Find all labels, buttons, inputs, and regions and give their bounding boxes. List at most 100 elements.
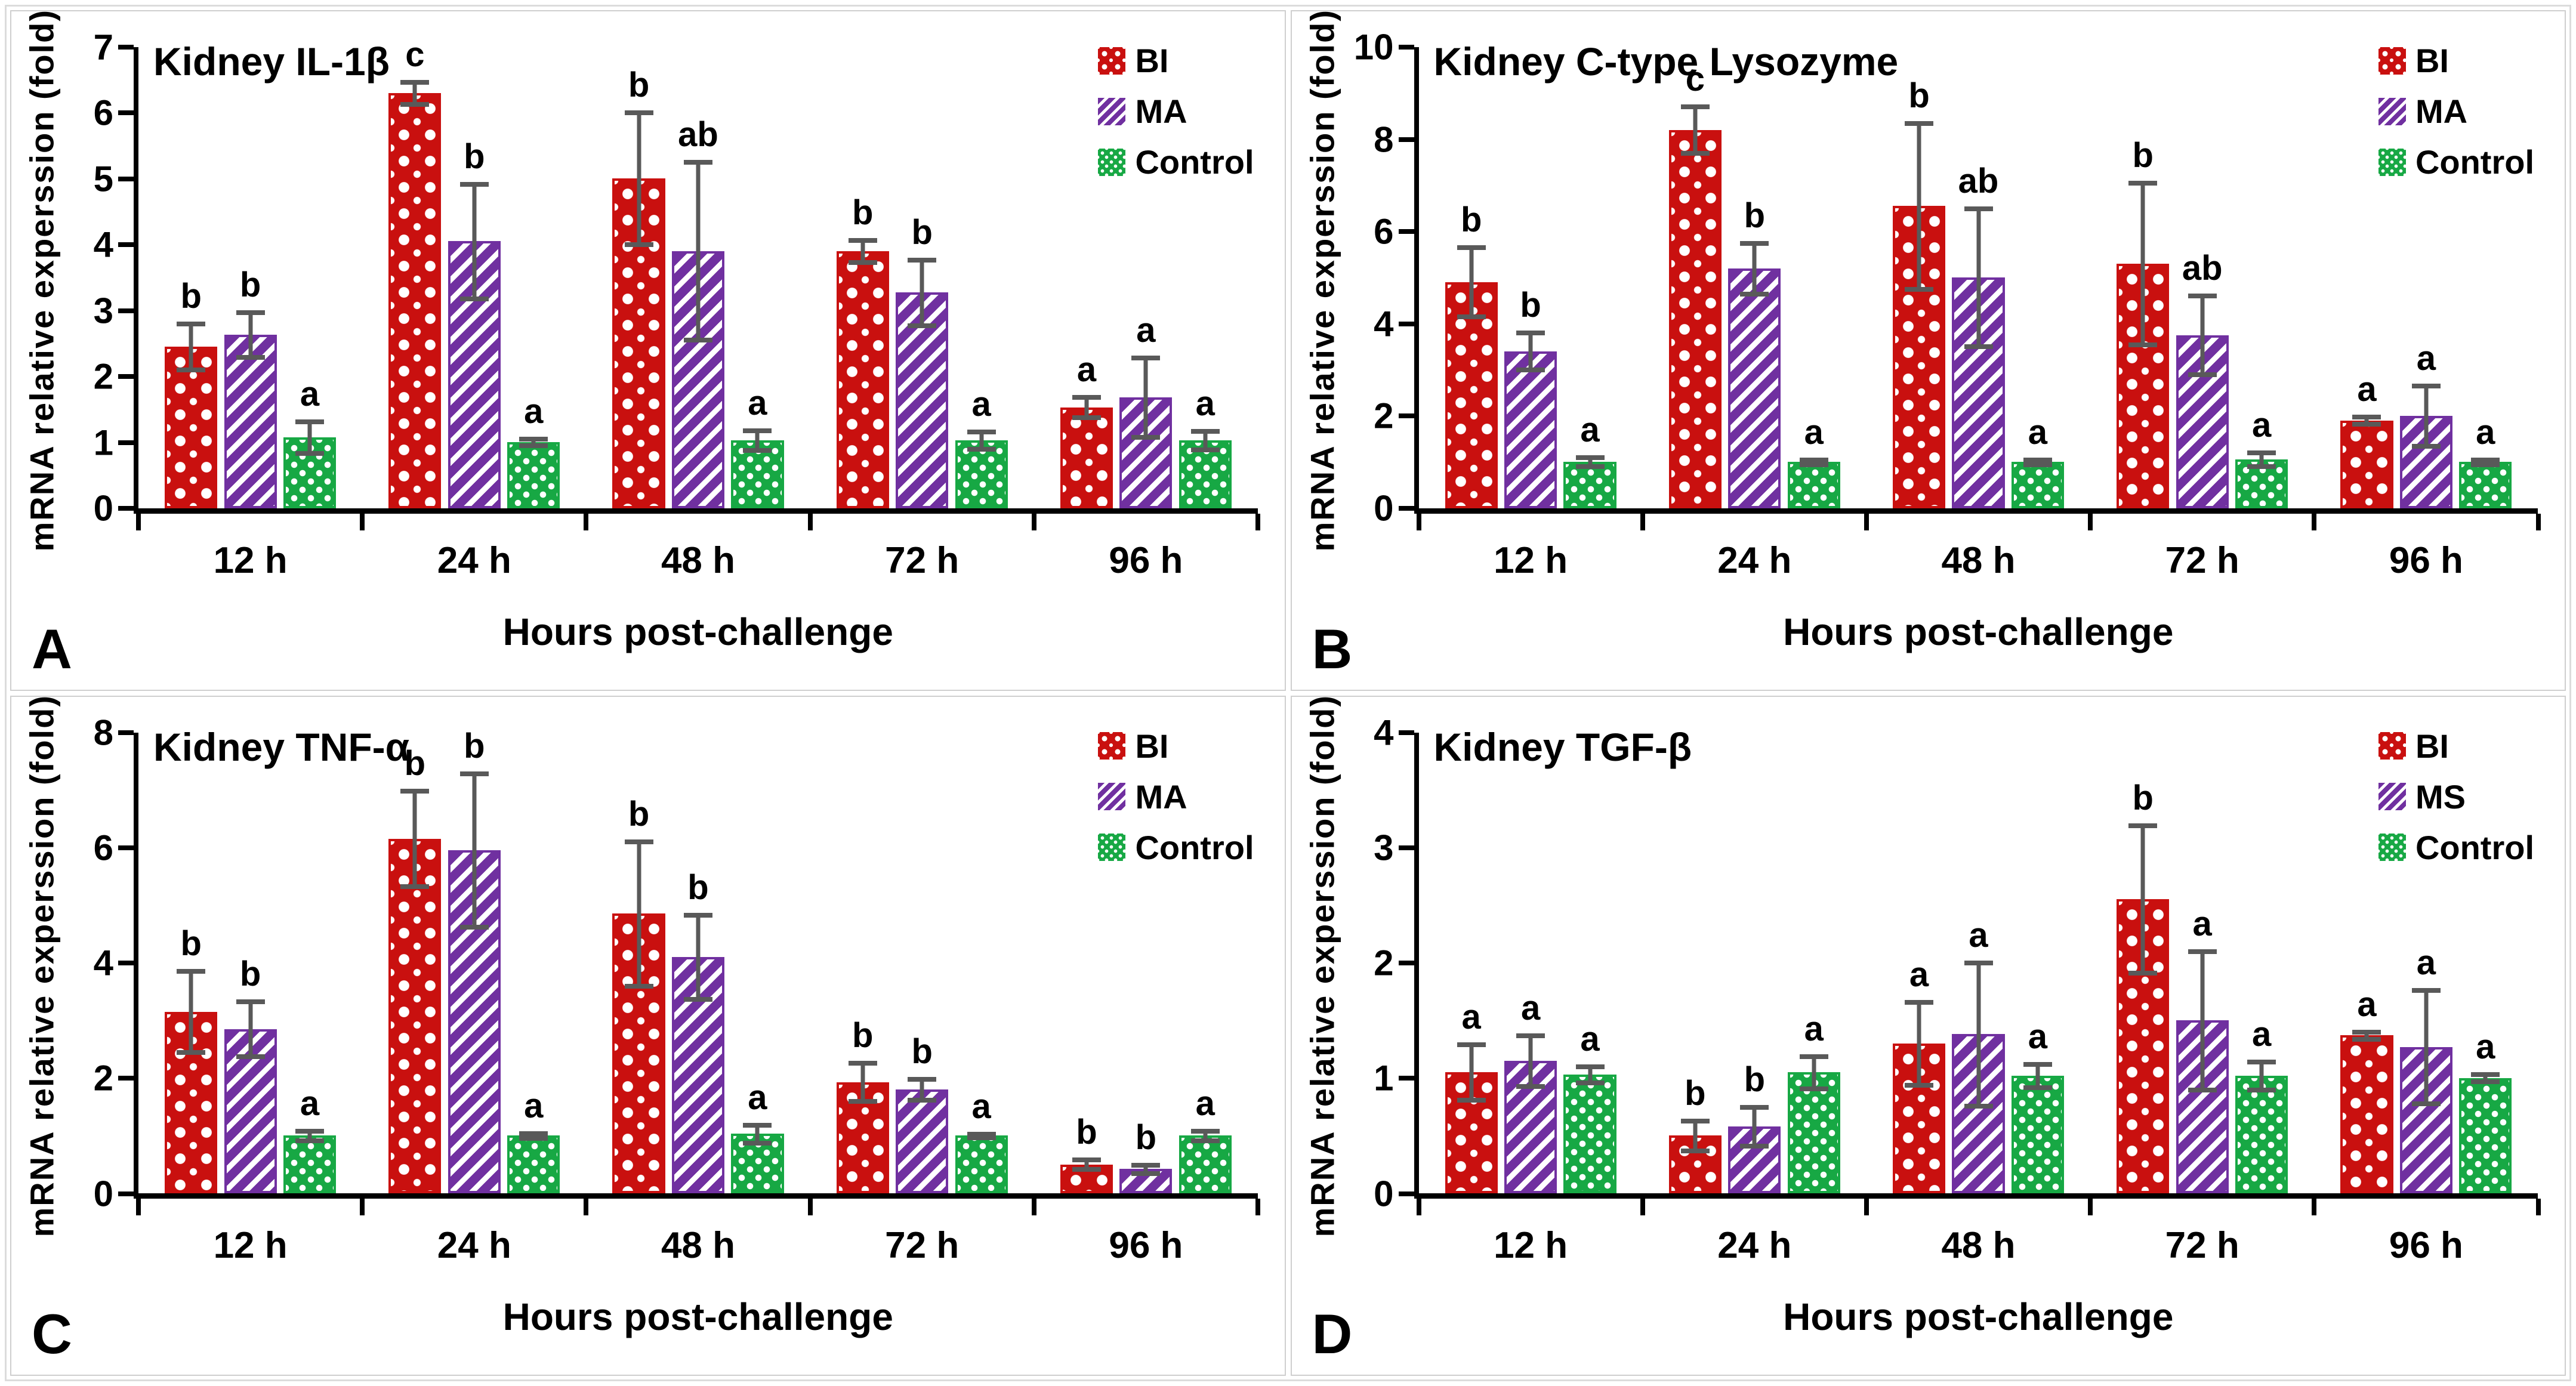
sig-letter: b bbox=[1460, 200, 1482, 240]
y-tick bbox=[118, 176, 134, 181]
y-tick-label: 2 bbox=[93, 356, 113, 397]
sig-letter: a bbox=[1580, 1019, 1600, 1058]
y-tick bbox=[118, 730, 134, 735]
error-bar-cap bbox=[2471, 457, 2500, 462]
legend-swatch-MS bbox=[2378, 783, 2406, 810]
legend-item: MA bbox=[2378, 92, 2534, 131]
error-bar-line bbox=[1752, 1107, 1757, 1147]
error-bar-line bbox=[189, 323, 193, 371]
error-bar-line bbox=[472, 184, 477, 299]
sig-letter: a bbox=[2476, 1027, 2495, 1067]
bar-MS-96h bbox=[2399, 1047, 2452, 1193]
error-bar-cap bbox=[908, 323, 937, 329]
x-tick bbox=[1864, 1199, 1869, 1215]
error-bar-line bbox=[2259, 453, 2264, 467]
sig-letter: ab bbox=[2182, 249, 2223, 288]
error-bar-cap bbox=[1575, 1080, 1605, 1085]
error-bar-line bbox=[2035, 1064, 2040, 1088]
sig-letter: a bbox=[1909, 955, 1929, 994]
y-tick bbox=[118, 440, 134, 445]
sig-letter: a bbox=[2476, 412, 2495, 452]
y-tick-label: 0 bbox=[93, 1174, 113, 1214]
sig-letter: b bbox=[464, 137, 485, 176]
sig-letter: a bbox=[2192, 904, 2212, 943]
error-bar-cap bbox=[2188, 294, 2217, 299]
x-tick bbox=[2535, 513, 2541, 530]
error-bar-cap bbox=[236, 1054, 265, 1060]
error-bar-cap bbox=[400, 79, 430, 85]
x-category-label: 12 h bbox=[213, 1225, 288, 1266]
x-tick bbox=[584, 513, 589, 530]
x-tick bbox=[1640, 513, 1645, 530]
error-bar-line bbox=[1588, 457, 1593, 467]
error-bar-cap bbox=[1131, 1171, 1161, 1176]
error-bar-cap bbox=[1131, 356, 1161, 361]
sig-letter: b bbox=[1076, 1113, 1097, 1152]
x-category-label: 72 h bbox=[885, 539, 960, 581]
bar-BI-12h bbox=[1445, 1072, 1498, 1193]
error-bar-cap bbox=[1516, 1033, 1545, 1038]
error-bar-cap bbox=[1457, 1097, 1486, 1103]
error-bar-cap bbox=[2471, 1079, 2500, 1085]
y-tick bbox=[1398, 1191, 1414, 1196]
sig-letter: a bbox=[2416, 943, 2436, 983]
error-bar-cap bbox=[1457, 314, 1486, 320]
error-bar-cap bbox=[459, 771, 489, 777]
x-tick bbox=[1416, 513, 1421, 530]
bar-BI-24h bbox=[388, 92, 442, 508]
error-bar-line bbox=[860, 1063, 865, 1101]
error-bar-cap bbox=[519, 1131, 548, 1136]
sig-letter: a bbox=[300, 1084, 320, 1123]
error-bar-line bbox=[1469, 248, 1474, 317]
error-bar-cap bbox=[177, 1049, 206, 1055]
error-bar-cap bbox=[908, 1097, 937, 1103]
sig-letter: a bbox=[1076, 350, 1097, 390]
y-tick bbox=[1398, 506, 1414, 511]
error-bar-cap bbox=[1190, 1129, 1220, 1134]
sig-letter: a bbox=[1580, 410, 1600, 449]
error-bar-cap bbox=[295, 1138, 325, 1143]
legend-item: Control bbox=[2378, 828, 2534, 867]
legend-item: Control bbox=[1098, 143, 1254, 181]
sig-letter: b bbox=[852, 1016, 874, 1055]
error-bar-cap bbox=[2411, 384, 2441, 389]
bar-MA-24h bbox=[1728, 268, 1781, 508]
bar-Control-96h bbox=[1179, 440, 1232, 508]
error-bar-cap bbox=[295, 1129, 325, 1134]
error-bar-cap bbox=[1072, 1166, 1101, 1172]
error-bar-cap bbox=[684, 338, 712, 343]
x-axis-label: Hours post-challenge bbox=[1783, 1295, 2174, 1338]
sig-letter: b bbox=[1744, 196, 1766, 235]
error-bar-cap bbox=[1964, 1103, 1993, 1109]
legend: BI MS Control bbox=[2378, 727, 2534, 867]
error-bar-cap bbox=[743, 1122, 772, 1128]
legend-label: Control bbox=[2415, 143, 2534, 181]
y-tick-label: 0 bbox=[1374, 1174, 1394, 1214]
error-bar-cap bbox=[684, 160, 712, 165]
y-axis-label: mRNA relative experssion (fold) bbox=[23, 9, 61, 552]
y-tick bbox=[118, 110, 134, 116]
error-bar-line bbox=[1917, 1002, 1921, 1085]
error-bar-cap bbox=[624, 242, 653, 248]
legend-item: BI bbox=[1098, 727, 1254, 765]
error-bar-cap bbox=[2247, 1087, 2276, 1092]
x-tick bbox=[1416, 1199, 1421, 1215]
bar-Control-72h bbox=[2235, 1075, 2288, 1193]
y-axis-label: mRNA relative experssion (fold) bbox=[23, 694, 61, 1237]
error-bar-cap bbox=[1799, 1054, 1828, 1059]
sig-letter: b bbox=[1744, 1060, 1766, 1099]
plot-area: Kidney IL-1β BI MA Control Hours post-chal… bbox=[94, 27, 1260, 653]
error-bar-cap bbox=[1072, 395, 1101, 400]
panel-d: mRNA relative experssion (fold) Kidney T… bbox=[1290, 694, 2566, 1376]
y-tick bbox=[1398, 413, 1414, 419]
bar-Control-72h bbox=[955, 1135, 1008, 1193]
x-tick bbox=[1640, 1199, 1645, 1215]
sig-letter: ab bbox=[678, 115, 718, 155]
error-bar-cap bbox=[1072, 1157, 1101, 1163]
legend: BI MA Control bbox=[2378, 41, 2534, 181]
bar-Control-12h bbox=[1563, 462, 1616, 508]
panel-title: Kidney C-type Lysozyme bbox=[1433, 39, 1899, 84]
error-bar-cap bbox=[1740, 1104, 1769, 1110]
error-bar-cap bbox=[967, 1135, 996, 1140]
error-bar-line bbox=[1693, 107, 1698, 153]
